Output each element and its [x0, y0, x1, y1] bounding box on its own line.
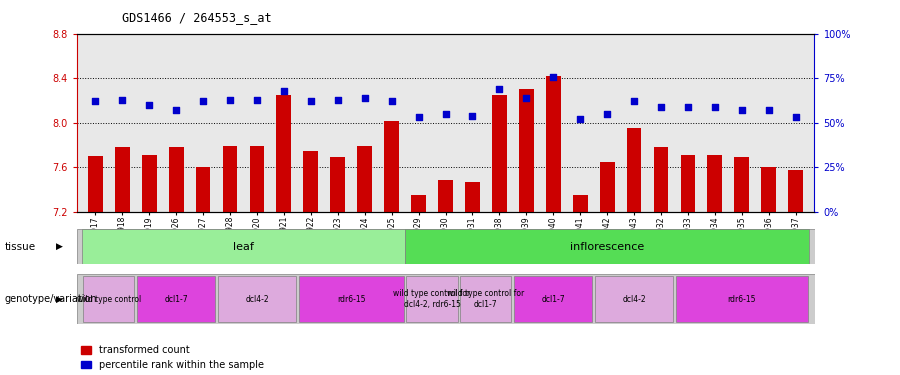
Bar: [303, 151, 319, 212]
Point: [169, 107, 184, 113]
Text: wild type control: wild type control: [76, 295, 141, 304]
Bar: [407, 276, 457, 322]
Text: GDS1466 / 264553_s_at: GDS1466 / 264553_s_at: [122, 11, 271, 24]
Point: [196, 99, 211, 105]
Bar: [411, 195, 426, 212]
Text: rdr6-15: rdr6-15: [727, 295, 756, 304]
Bar: [599, 162, 615, 212]
Text: tissue: tissue: [4, 242, 36, 252]
Point: [492, 86, 507, 92]
Point: [707, 104, 722, 110]
Bar: [460, 276, 511, 322]
Point: [600, 111, 615, 117]
Text: ▶: ▶: [56, 295, 63, 304]
Bar: [115, 147, 130, 212]
Bar: [438, 180, 453, 212]
Bar: [276, 95, 292, 212]
Point: [438, 111, 453, 117]
Point: [142, 102, 157, 108]
Bar: [299, 276, 404, 322]
Text: inflorescence: inflorescence: [570, 242, 644, 252]
Point: [626, 99, 641, 105]
Bar: [249, 146, 265, 212]
Bar: [653, 147, 669, 212]
Bar: [545, 76, 561, 212]
Point: [250, 97, 265, 103]
Text: wild type control for
dcl4-2, rdr6-15: wild type control for dcl4-2, rdr6-15: [393, 290, 471, 309]
Text: dcl4-2: dcl4-2: [622, 295, 646, 304]
Point: [788, 114, 803, 120]
Bar: [519, 89, 534, 212]
Text: leaf: leaf: [233, 242, 254, 252]
Bar: [676, 276, 808, 322]
Point: [115, 97, 130, 103]
Text: rdr6-15: rdr6-15: [337, 295, 365, 304]
Point: [680, 104, 695, 110]
Text: genotype/variation: genotype/variation: [4, 294, 97, 304]
Bar: [572, 195, 588, 212]
Point: [519, 95, 534, 101]
Text: wild type control for
dcl1-7: wild type control for dcl1-7: [447, 290, 525, 309]
Legend: transformed count, percentile rank within the sample: transformed count, percentile rank withi…: [81, 345, 264, 370]
Bar: [595, 276, 673, 322]
Bar: [222, 146, 238, 212]
Point: [734, 107, 749, 113]
Bar: [680, 155, 696, 212]
Point: [653, 104, 668, 110]
Point: [223, 97, 238, 103]
Point: [761, 107, 776, 113]
Bar: [761, 167, 776, 212]
Bar: [788, 170, 803, 212]
Point: [411, 114, 426, 120]
Point: [330, 97, 345, 103]
Point: [384, 99, 399, 105]
Bar: [384, 121, 399, 212]
Bar: [142, 155, 157, 212]
Bar: [169, 147, 184, 212]
Point: [357, 95, 372, 101]
Bar: [330, 158, 346, 212]
Point: [276, 88, 291, 94]
Bar: [357, 146, 372, 212]
Bar: [137, 276, 215, 322]
Bar: [88, 156, 103, 212]
Bar: [82, 230, 405, 264]
Bar: [492, 95, 507, 212]
Point: [573, 116, 588, 122]
Point: [465, 112, 480, 118]
Bar: [707, 155, 722, 212]
Bar: [405, 230, 809, 264]
Point: [88, 99, 103, 105]
Text: dcl1-7: dcl1-7: [542, 295, 565, 304]
Point: [546, 74, 561, 80]
Bar: [734, 158, 749, 212]
Bar: [83, 276, 134, 322]
Point: [303, 99, 318, 105]
Bar: [514, 276, 592, 322]
Text: dcl1-7: dcl1-7: [165, 295, 188, 304]
Bar: [465, 182, 480, 212]
Bar: [195, 167, 211, 212]
Bar: [626, 128, 642, 212]
Text: dcl4-2: dcl4-2: [245, 295, 269, 304]
Text: ▶: ▶: [56, 242, 63, 251]
Bar: [218, 276, 296, 322]
